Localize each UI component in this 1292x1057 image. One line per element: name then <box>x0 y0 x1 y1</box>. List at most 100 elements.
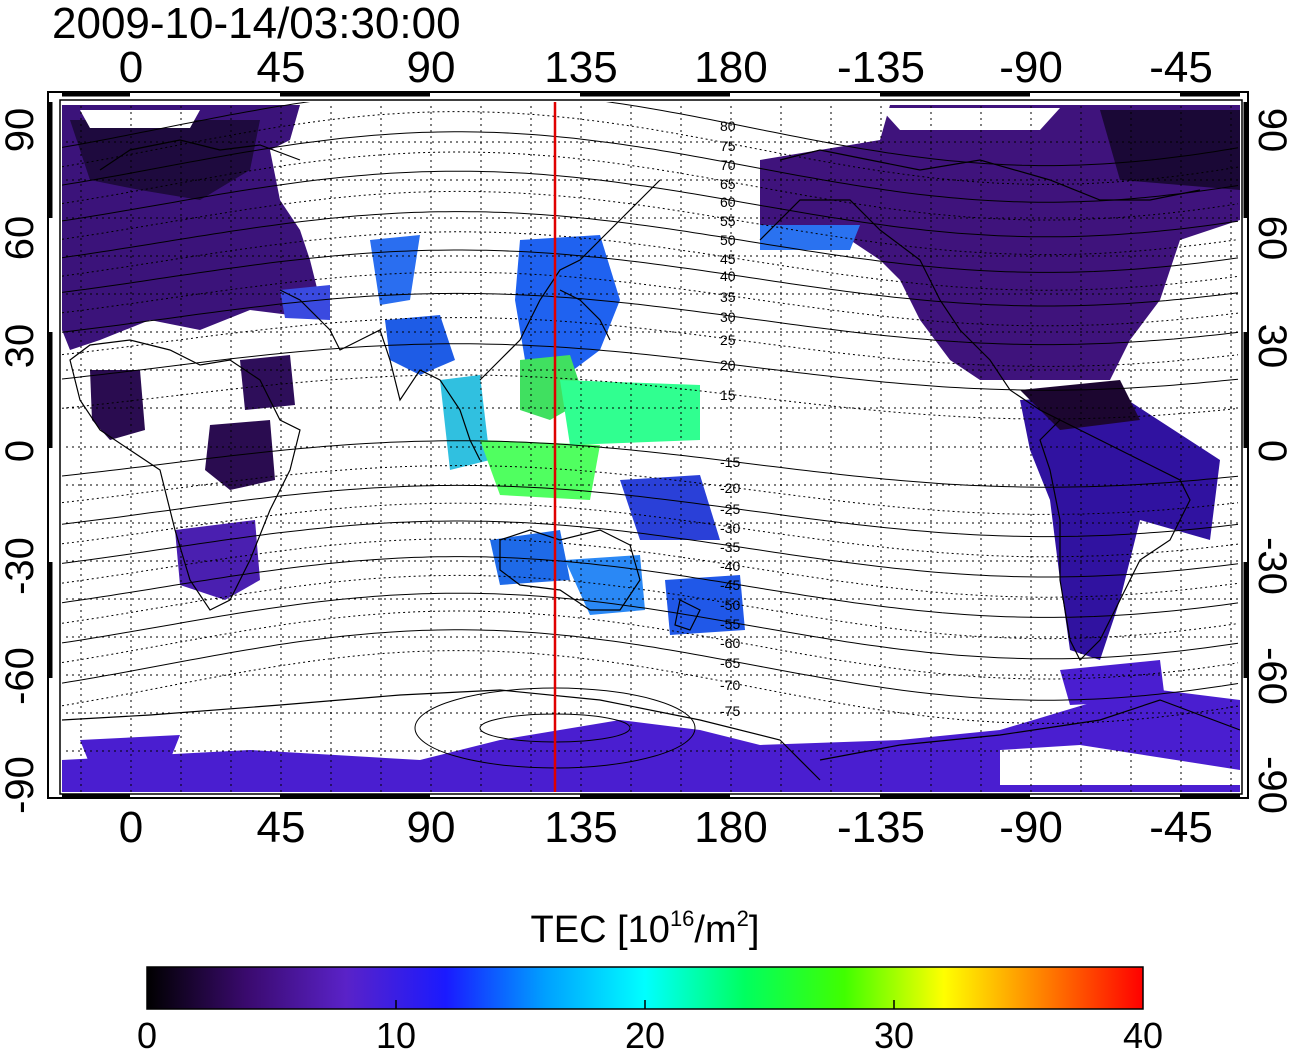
tec-patch-new-zealand <box>665 575 745 635</box>
mag-lat-labels-north: 80 75 70 65 60 55 50 45 40 35 30 25 20 1… <box>720 118 736 403</box>
mag-contour-line <box>62 440 1239 488</box>
mag-contour-line <box>62 650 1239 724</box>
tec-patch-east-asia <box>515 235 620 380</box>
lon-label-top: 180 <box>694 43 768 92</box>
lon-label-top: 0 <box>118 43 144 92</box>
mag-lat-label: -70 <box>720 677 740 693</box>
colorbar-tick-label: 0 <box>136 1015 158 1056</box>
mag-contour-line <box>62 592 1239 660</box>
lon-label-bottom: 0 <box>118 803 144 852</box>
mag-lat-label: 45 <box>720 251 736 267</box>
mag-contour-line <box>62 629 1239 701</box>
tec-patch-south-america <box>1020 395 1220 660</box>
mag-contour-line <box>62 343 1239 391</box>
mag-contour-line <box>62 292 1239 346</box>
tec-patch-south-pacific <box>620 475 720 540</box>
lon-label-top: 135 <box>544 43 618 92</box>
lon-label-top: 45 <box>256 43 306 92</box>
mag-lat-label: -15 <box>720 454 740 470</box>
mag-contour-line <box>62 131 1239 203</box>
tec-gap <box>880 108 1060 130</box>
lon-label-bottom: 180 <box>694 803 768 852</box>
mag-lat-label: 80 <box>720 118 736 134</box>
mag-contour-line <box>62 538 1239 598</box>
mag-lat-label: 20 <box>720 357 736 373</box>
mag-contour-line <box>62 374 1239 420</box>
mag-contour-line <box>62 102 1239 167</box>
lon-label-top: -90 <box>999 43 1063 92</box>
mag-contour-line <box>62 484 1239 538</box>
mag-lat-label: -75 <box>720 703 740 719</box>
mag-lat-label: 35 <box>720 289 736 305</box>
mag-lat-label: -55 <box>720 616 740 632</box>
mag-lat-label: 50 <box>720 232 736 248</box>
mag-contour-line <box>62 502 1239 558</box>
mag-lat-label: 25 <box>720 332 736 348</box>
mag-lat-label: 65 <box>720 176 736 192</box>
tec-patch-antarctic-peninsula <box>1060 660 1165 705</box>
mag-lat-label: -40 <box>720 558 740 574</box>
lon-label-top: 90 <box>406 43 456 92</box>
mag-contour-line <box>62 231 1239 291</box>
frame-ticks <box>47 91 1249 799</box>
magnetic-latitude-contours <box>62 102 1239 769</box>
mag-lat-label: -35 <box>720 539 740 555</box>
mag-lat-label: -50 <box>720 597 740 613</box>
tec-data-layer <box>62 105 1240 792</box>
lon-label-bottom: 45 <box>256 803 306 852</box>
mag-lat-labels-south: -15 -20 -25 -30 -35 -40 -45 -50 -55 -60 … <box>720 454 740 719</box>
colorbar-title: TEC [1016/m2] <box>530 906 760 952</box>
mag-lat-label: -65 <box>720 655 740 671</box>
mag-lat-label: 40 <box>720 268 736 284</box>
mag-contour-line <box>62 317 1239 367</box>
mag-contour-line <box>62 111 1239 185</box>
colorbar-ticks <box>395 1000 895 1009</box>
timestamp-title: 2009-10-14/03:30:00 <box>52 0 461 48</box>
colorbar-tick-label: 30 <box>873 1015 915 1056</box>
mag-lat-label: -25 <box>720 501 740 517</box>
colorbar-tick-label: 10 <box>375 1015 417 1056</box>
lon-label-top: -135 <box>836 43 926 92</box>
mag-lat-label: 75 <box>720 138 736 154</box>
tec-patch-east-africa <box>240 355 295 410</box>
mag-contour-line <box>62 465 1239 515</box>
tec-patch-antarctica <box>62 690 1240 792</box>
mag-lat-label: -30 <box>720 520 740 536</box>
tec-patch-west-africa <box>90 370 145 440</box>
mag-contour-line <box>62 170 1239 238</box>
tec-patch-middle-east <box>280 285 330 320</box>
lon-label-top: -45 <box>1149 43 1213 92</box>
lon-label-bottom: -135 <box>836 803 926 852</box>
mag-contour-line <box>62 249 1239 307</box>
mag-lat-label: -20 <box>720 480 740 496</box>
lon-label-bottom: -45 <box>1149 803 1213 852</box>
lon-label-bottom: 90 <box>406 803 456 852</box>
mag-contour-line <box>62 211 1239 273</box>
mag-contour-line <box>62 556 1239 618</box>
tec-patch-alaska-aurora <box>760 225 860 250</box>
tec-patch-south-africa <box>175 520 260 600</box>
mag-lat-label: -60 <box>720 635 740 651</box>
tec-patch-arctic-europe <box>70 120 260 200</box>
mag-contour-line <box>62 271 1239 327</box>
tec-patch-west-australia <box>490 530 570 585</box>
geo-grid <box>62 102 1240 792</box>
mag-lat-label: 30 <box>720 309 736 325</box>
colorbar-tick-label: 40 <box>1122 1015 1164 1056</box>
mag-lat-label: 70 <box>720 157 736 173</box>
tec-gap <box>80 110 200 128</box>
lon-label-bottom: -90 <box>999 803 1063 852</box>
coastlines <box>62 139 1240 781</box>
mag-lat-label: 15 <box>720 387 736 403</box>
colorbar-tick-label: 20 <box>624 1015 666 1056</box>
tec-patch-antarctic-coast <box>80 735 180 765</box>
mag-lat-label: -45 <box>720 577 740 593</box>
tec-gap <box>1000 745 1240 785</box>
lon-label-bottom: 135 <box>544 803 618 852</box>
mag-contour-line <box>62 520 1239 578</box>
tec-patch-arctic-canada <box>1100 110 1240 190</box>
mag-lat-label: 55 <box>720 213 736 229</box>
tec-patch-south-asia <box>385 315 455 375</box>
mag-lat-label: 60 <box>720 194 736 210</box>
